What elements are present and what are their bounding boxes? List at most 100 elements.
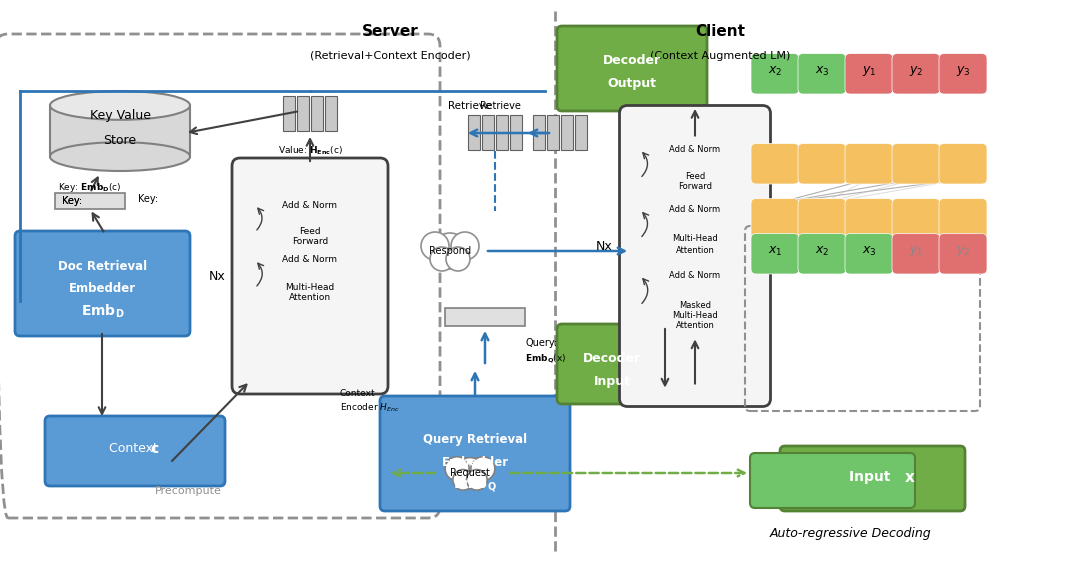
Bar — [311, 96, 323, 131]
Text: $y_3$: $y_3$ — [956, 64, 970, 78]
Circle shape — [445, 457, 469, 481]
Text: $\mathbf{c}$: $\mathbf{c}$ — [150, 442, 160, 456]
Bar — [297, 96, 309, 131]
Text: Store: Store — [104, 135, 136, 148]
Text: Add & Norm: Add & Norm — [283, 200, 337, 209]
Text: $y_1$: $y_1$ — [862, 64, 876, 78]
FancyBboxPatch shape — [780, 446, 966, 511]
Text: Retrieve: Retrieve — [448, 101, 491, 111]
Circle shape — [421, 232, 449, 260]
Bar — [283, 96, 295, 131]
Bar — [510, 116, 522, 150]
FancyBboxPatch shape — [15, 231, 190, 336]
Bar — [534, 116, 545, 150]
FancyBboxPatch shape — [845, 54, 893, 94]
FancyBboxPatch shape — [892, 54, 940, 94]
Text: Attention: Attention — [289, 293, 332, 302]
FancyBboxPatch shape — [892, 144, 940, 184]
Text: Input: Input — [849, 470, 895, 484]
Bar — [445, 308, 525, 326]
Text: Feed: Feed — [299, 227, 321, 236]
Text: Masked: Masked — [679, 301, 711, 310]
Text: Server: Server — [362, 24, 418, 39]
Text: $x_2$: $x_2$ — [768, 65, 782, 77]
FancyBboxPatch shape — [798, 199, 846, 239]
FancyBboxPatch shape — [380, 396, 570, 511]
Text: Respond: Respond — [429, 246, 471, 256]
FancyBboxPatch shape — [939, 199, 987, 239]
Text: Decoder: Decoder — [603, 54, 661, 67]
Text: $y_1$: $y_1$ — [908, 244, 923, 258]
Text: Query:: Query: — [525, 338, 557, 348]
Text: Forward: Forward — [678, 182, 712, 191]
Text: (Retrieval+Context Encoder): (Retrieval+Context Encoder) — [310, 51, 470, 61]
Bar — [546, 116, 559, 150]
Text: Input: Input — [594, 375, 631, 388]
FancyBboxPatch shape — [45, 416, 225, 486]
FancyBboxPatch shape — [751, 54, 799, 94]
Text: Doc Retrieval: Doc Retrieval — [58, 260, 147, 273]
FancyBboxPatch shape — [845, 199, 893, 239]
Ellipse shape — [50, 91, 190, 120]
Bar — [496, 116, 508, 150]
Text: Query Retrieval: Query Retrieval — [423, 433, 527, 445]
Ellipse shape — [50, 142, 190, 171]
FancyBboxPatch shape — [635, 284, 755, 338]
Circle shape — [446, 247, 470, 271]
Text: Nx: Nx — [208, 269, 225, 283]
Text: Add & Norm: Add & Norm — [670, 271, 720, 280]
Text: Key: $\mathbf{Emb_D}$(c): Key: $\mathbf{Emb_D}$(c) — [58, 182, 122, 195]
Text: $x_1$: $x_1$ — [768, 245, 782, 257]
Text: Encoder $H_{Enc}$: Encoder $H_{Enc}$ — [340, 402, 400, 414]
Text: Add & Norm: Add & Norm — [670, 145, 720, 154]
FancyBboxPatch shape — [635, 159, 755, 199]
Text: Multi-Head: Multi-Head — [672, 234, 718, 243]
FancyBboxPatch shape — [939, 54, 987, 94]
Text: Precompute: Precompute — [154, 486, 221, 496]
Bar — [55, 193, 125, 209]
Bar — [482, 116, 494, 150]
Text: Multi-Head: Multi-Head — [672, 311, 718, 320]
Circle shape — [455, 458, 485, 489]
Text: $\mathbf{Emb_Q}$: $\mathbf{Emb_Q}$ — [454, 476, 497, 494]
FancyBboxPatch shape — [232, 158, 388, 394]
Text: Attention: Attention — [676, 321, 715, 330]
Text: Output: Output — [607, 76, 657, 90]
Text: $\mathbf{Emb_Q}$(x): $\mathbf{Emb_Q}$(x) — [525, 353, 566, 365]
FancyBboxPatch shape — [635, 260, 755, 292]
Text: $y_2$: $y_2$ — [956, 244, 970, 258]
FancyBboxPatch shape — [635, 218, 755, 265]
FancyBboxPatch shape — [751, 199, 799, 239]
FancyBboxPatch shape — [845, 233, 893, 274]
FancyBboxPatch shape — [620, 105, 770, 407]
FancyBboxPatch shape — [939, 144, 987, 184]
Bar — [561, 116, 573, 150]
Text: Key:: Key: — [62, 196, 85, 206]
Text: Attention: Attention — [676, 246, 715, 255]
Text: Embedder: Embedder — [442, 456, 509, 468]
FancyBboxPatch shape — [635, 194, 755, 226]
Bar — [50, 105, 190, 157]
Text: Retrieve: Retrieve — [480, 101, 521, 111]
Text: Client: Client — [696, 24, 745, 39]
Text: $\mathbf{x}$: $\mathbf{x}$ — [904, 470, 916, 485]
Text: Context: Context — [340, 389, 376, 398]
Text: Forward: Forward — [292, 237, 328, 246]
Bar — [575, 116, 588, 150]
Text: Add & Norm: Add & Norm — [670, 205, 720, 214]
FancyBboxPatch shape — [249, 244, 370, 276]
FancyBboxPatch shape — [249, 189, 370, 221]
Text: Key:: Key: — [138, 194, 162, 204]
FancyBboxPatch shape — [635, 134, 755, 165]
FancyBboxPatch shape — [845, 144, 893, 184]
FancyBboxPatch shape — [798, 54, 846, 94]
Text: Key:: Key: — [62, 196, 85, 206]
FancyBboxPatch shape — [892, 233, 940, 274]
FancyBboxPatch shape — [249, 268, 370, 313]
Bar — [325, 96, 337, 131]
FancyBboxPatch shape — [751, 144, 799, 184]
FancyBboxPatch shape — [750, 453, 915, 508]
Circle shape — [453, 470, 473, 490]
FancyBboxPatch shape — [798, 233, 846, 274]
Bar — [468, 116, 480, 150]
